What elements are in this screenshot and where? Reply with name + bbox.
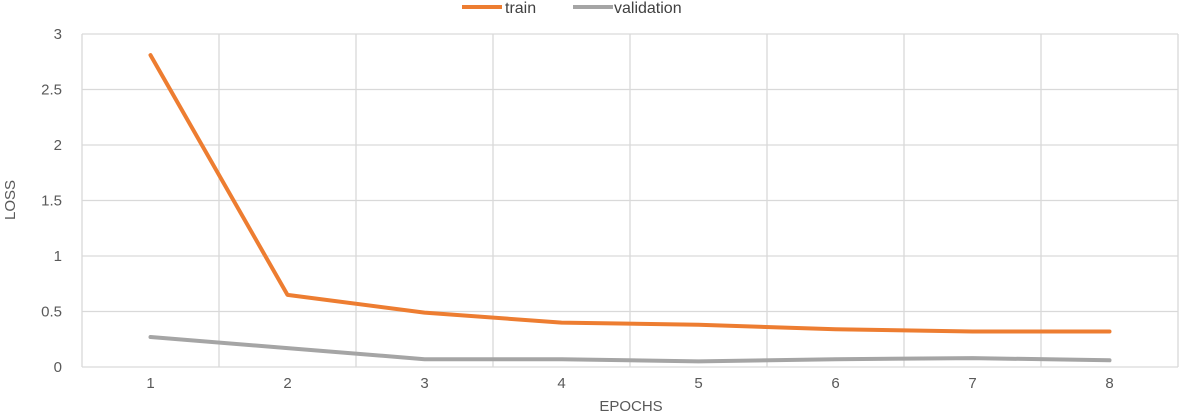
x-tick-label: 1 xyxy=(146,375,154,392)
y-axis-title: LOSS xyxy=(2,180,19,220)
y-axis-ticks: 0 0.5 1 1.5 2 2.5 3 xyxy=(41,26,62,376)
legend-label-validation: validation xyxy=(614,0,682,17)
y-tick-label: 2 xyxy=(54,137,62,154)
series-lines xyxy=(148,53,1112,364)
legend: train validation xyxy=(462,0,682,17)
gridlines xyxy=(81,33,1179,368)
y-tick-label: 2.5 xyxy=(41,82,62,99)
y-tick-label: 0.5 xyxy=(41,304,62,321)
x-tick-label: 5 xyxy=(694,375,702,392)
x-tick-label: 6 xyxy=(831,375,839,392)
series-line-validation xyxy=(148,335,1112,364)
series-line-train xyxy=(148,53,1112,334)
legend-label-train: train xyxy=(505,0,536,17)
y-tick-label: 1.5 xyxy=(41,193,62,210)
y-tick-label: 1 xyxy=(54,248,62,265)
y-tick-label: 3 xyxy=(54,26,62,43)
x-axis-title: EPOCHS xyxy=(599,398,662,412)
x-tick-label: 8 xyxy=(1105,375,1113,392)
y-tick-label: 0 xyxy=(54,359,62,376)
x-tick-label: 3 xyxy=(420,375,428,392)
x-tick-label: 2 xyxy=(283,375,291,392)
x-tick-label: 4 xyxy=(557,375,565,392)
x-tick-label: 7 xyxy=(968,375,976,392)
x-axis-ticks: 1 2 3 4 5 6 7 8 xyxy=(146,375,1113,392)
